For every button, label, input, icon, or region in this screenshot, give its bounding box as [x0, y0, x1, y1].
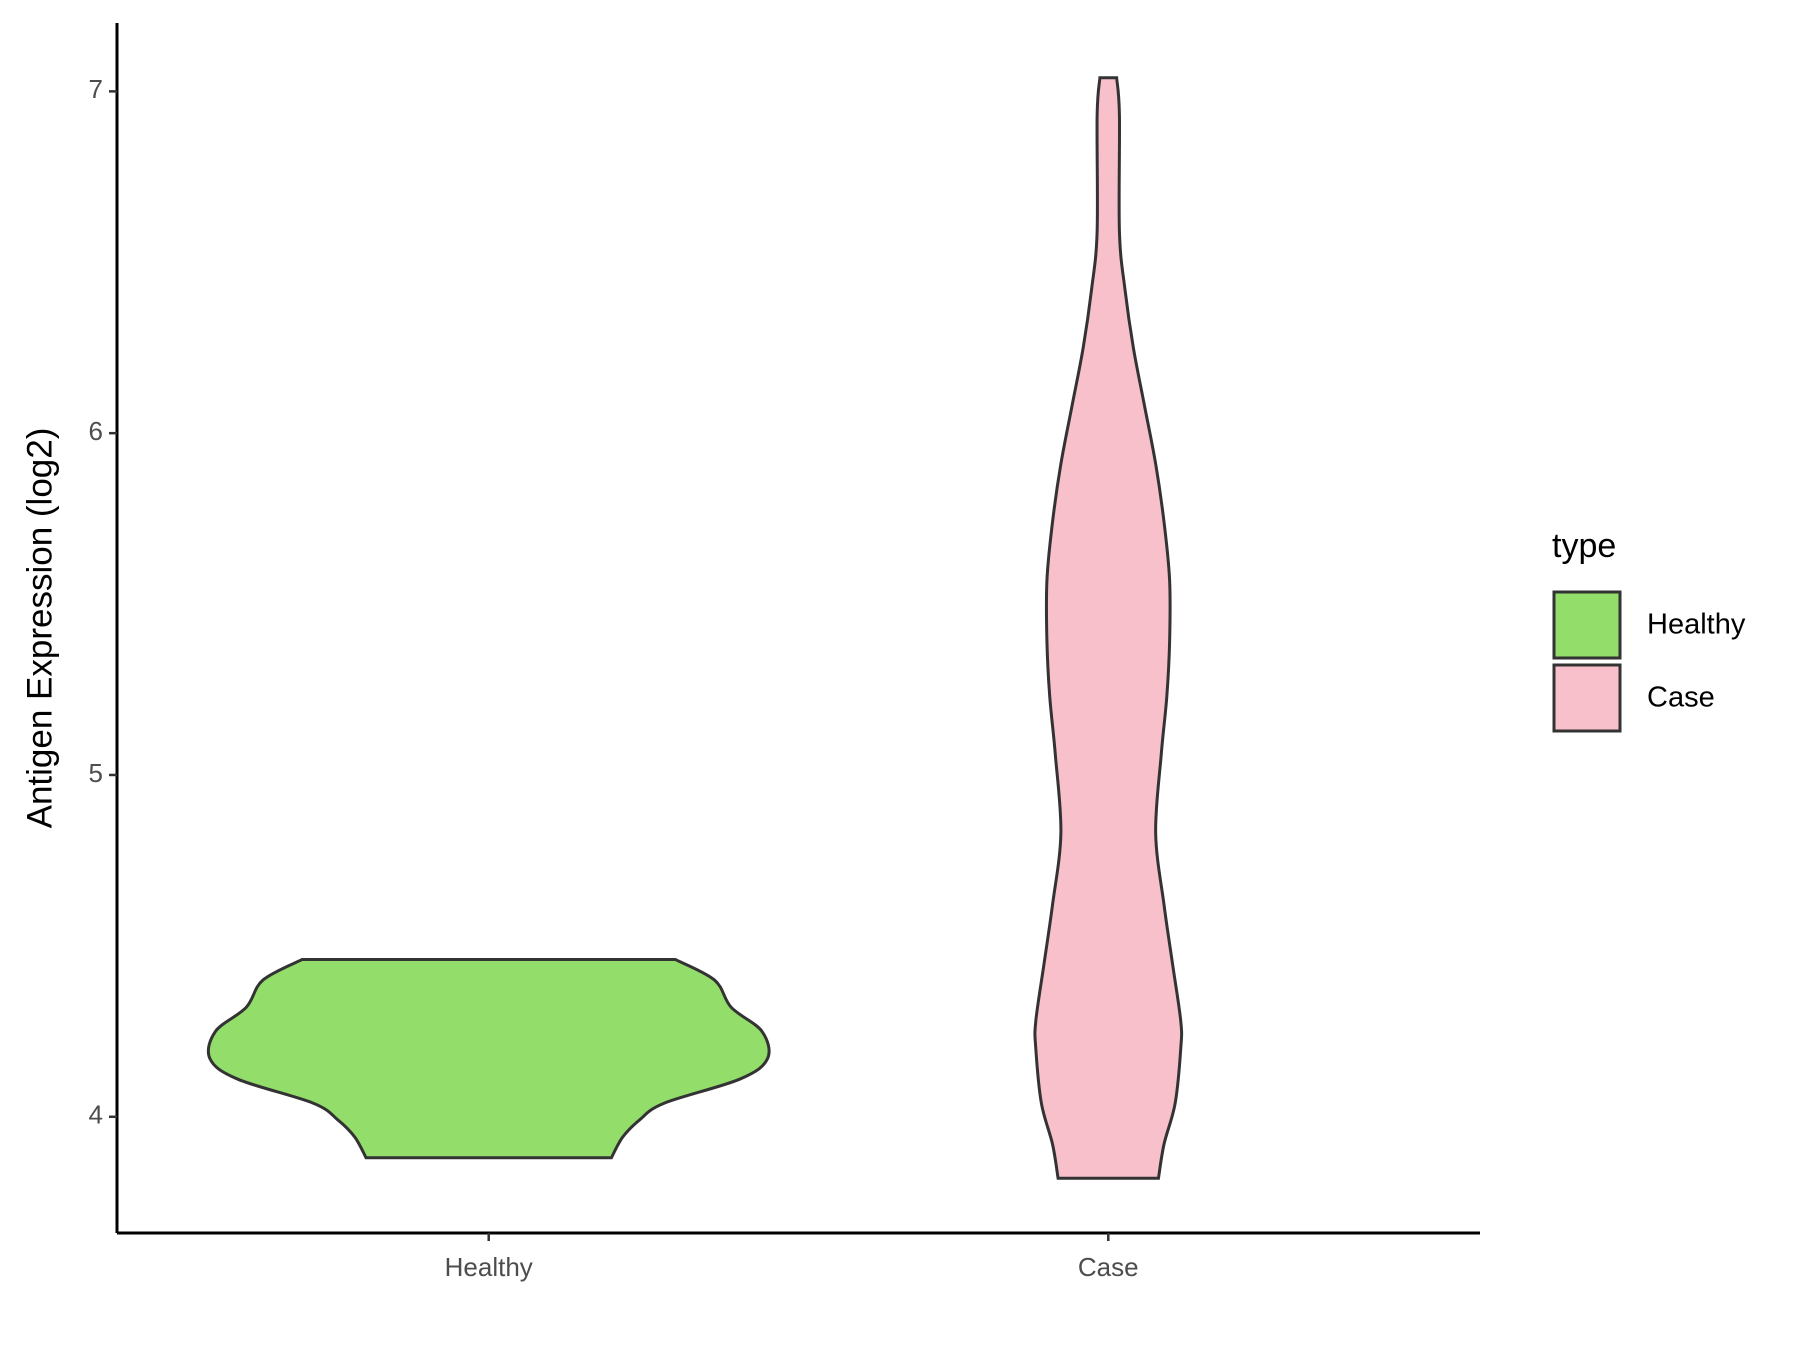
y-tick-label: 4: [89, 1100, 103, 1130]
x-tick-label: Case: [1078, 1252, 1139, 1282]
x-tick-label: Healthy: [445, 1252, 533, 1282]
legend-title: type: [1552, 527, 1616, 565]
legend-key: [1552, 590, 1622, 660]
legend-key: [1552, 663, 1622, 733]
legend-label: Case: [1647, 682, 1715, 714]
violin: [1033, 76, 1184, 1180]
violin: [206, 958, 771, 1160]
y-tick-label: 7: [89, 74, 103, 104]
y-tick-label: 5: [89, 758, 103, 788]
y-tick-label: 6: [89, 416, 103, 446]
y-axis-title: Antigen Expression (log2): [20, 428, 59, 829]
legend-label: Healthy: [1647, 609, 1746, 641]
